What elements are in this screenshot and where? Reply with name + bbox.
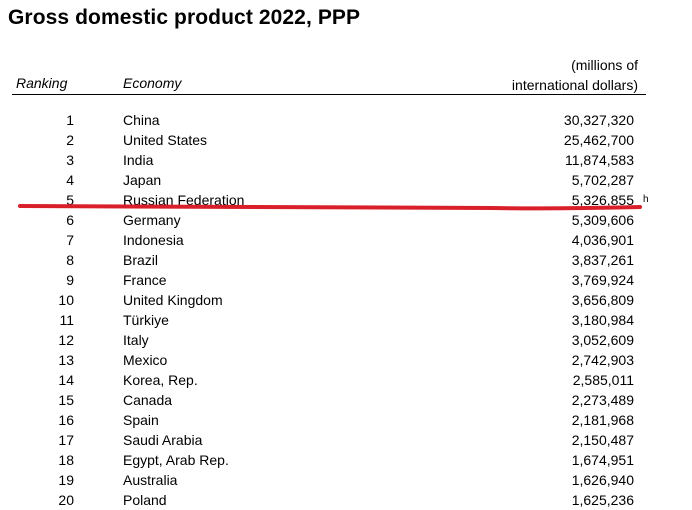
rank-cell: 3 (66, 152, 74, 168)
economy-cell: Spain (123, 412, 159, 428)
economy-cell: Saudi Arabia (123, 432, 203, 448)
value-cell: 25,462,700 (563, 132, 634, 148)
table-row: 6 Germany 5,309,606 (0, 210, 692, 230)
economy-cell: China (123, 112, 160, 128)
header-divider (12, 94, 646, 95)
value-header-line2: international dollars) (511, 77, 638, 93)
value-cell: 2,585,011 (572, 372, 634, 388)
value-cell: 5,309,606 (571, 212, 634, 228)
economy-cell: Poland (123, 492, 167, 508)
value-cell: 1,674,951 (571, 452, 634, 468)
table-row: 15 Canada 2,273,489 (0, 390, 692, 410)
rank-cell: 8 (66, 252, 74, 268)
ranking-column-header: Ranking (16, 75, 68, 91)
value-cell: 3,052,609 (571, 332, 634, 348)
table-row: 18 Egypt, Arab Rep. 1,674,951 (0, 450, 692, 470)
value-cell: 2,273,489 (571, 392, 634, 408)
economy-cell: Mexico (123, 352, 168, 368)
value-cell: 4,036,901 (571, 232, 634, 248)
rank-cell: 2 (66, 132, 74, 148)
value-cell: 5,326,855 (571, 192, 634, 208)
table-row: 12 Italy 3,052,609 (0, 330, 692, 350)
table-row: 8 Brazil 3,837,261 (0, 250, 692, 270)
economy-cell: United States (123, 132, 208, 148)
economy-cell: Japan (123, 172, 162, 188)
table-row: 1 China 30,327,320 (0, 110, 692, 130)
value-cell: 5,702,287 (571, 172, 634, 188)
rank-cell: 15 (58, 392, 74, 408)
economy-cell: Indonesia (123, 232, 184, 248)
table-row: 17 Saudi Arabia 2,150,487 (0, 430, 692, 450)
table-row: 20 Poland 1,625,236 (0, 490, 692, 510)
value-cell: 11,874,583 (564, 152, 634, 168)
table-row: 7 Indonesia 4,036,901 (0, 230, 692, 250)
value-cell: 2,181,968 (571, 412, 634, 428)
economy-cell: United Kingdom (123, 292, 223, 308)
economy-cell: Korea, Rep. (123, 372, 198, 388)
economy-cell: Türkiye (123, 312, 169, 328)
rank-cell: 13 (58, 352, 74, 368)
rank-cell: 16 (58, 412, 74, 428)
rank-cell: 5 (66, 192, 74, 208)
gdp-table-body: 1 China 30,327,320 2 United States 25,462,700… (0, 110, 692, 510)
economy-cell: Australia (123, 472, 178, 488)
rank-cell: 19 (58, 472, 74, 488)
value-column-header: (millions of international dollars) (512, 55, 638, 95)
value-cell: 3,180,984 (571, 312, 634, 328)
value-header-line1: (millions of (571, 57, 638, 73)
rank-cell: 6 (66, 212, 74, 228)
value-cell: 3,837,261 (571, 252, 634, 268)
table-row: 16 Spain 2,181,968 (0, 410, 692, 430)
value-cell: 30,327,320 (563, 112, 634, 128)
rank-cell: 17 (58, 432, 74, 448)
rank-cell: 12 (58, 332, 74, 348)
table-row: 5 Russian Federation 5,326,855 h (0, 190, 692, 210)
economy-cell: Italy (123, 332, 149, 348)
value-cell: 1,625,236 (571, 492, 634, 508)
table-row: 2 United States 25,462,700 (0, 130, 692, 150)
rank-cell: 18 (58, 452, 74, 468)
rank-cell: 9 (66, 272, 74, 288)
table-row: 14 Korea, Rep. 2,585,011 (0, 370, 692, 390)
table-row: 3 India 11,874,583 (0, 150, 692, 170)
economy-cell: Russian Federation (123, 192, 245, 208)
table-row: 13 Mexico 2,742,903 (0, 350, 692, 370)
economy-cell: France (123, 272, 167, 288)
economy-column-header: Economy (123, 75, 182, 91)
table-row: 4 Japan 5,702,287 (0, 170, 692, 190)
value-cell: 2,742,903 (571, 352, 634, 368)
table-row: 19 Australia 1,626,940 (0, 470, 692, 490)
rank-cell: 10 (58, 292, 74, 308)
rank-cell: 11 (59, 312, 74, 328)
rank-cell: 20 (58, 492, 74, 508)
page-title: Gross domestic product 2022, PPP (8, 6, 361, 29)
table-row: 9 France 3,769,924 (0, 270, 692, 290)
rank-cell: 1 (66, 112, 74, 128)
table-row: 11 Türkiye 3,180,984 (0, 310, 692, 330)
rank-cell: 14 (58, 372, 74, 388)
economy-cell: Canada (123, 392, 173, 408)
economy-cell: Brazil (123, 252, 159, 268)
value-cell: 3,769,924 (571, 272, 634, 288)
rank-cell: 4 (66, 172, 74, 188)
rank-cell: 7 (66, 232, 74, 248)
value-cell: 2,150,487 (571, 432, 634, 448)
table-row: 10 United Kingdom 3,656,809 (0, 290, 692, 310)
footnote-marker: h (643, 194, 649, 205)
economy-cell: India (123, 152, 154, 168)
economy-cell: Germany (123, 212, 181, 228)
economy-cell: Egypt, Arab Rep. (123, 452, 229, 468)
value-cell: 1,626,940 (571, 472, 634, 488)
value-cell: 3,656,809 (571, 292, 634, 308)
